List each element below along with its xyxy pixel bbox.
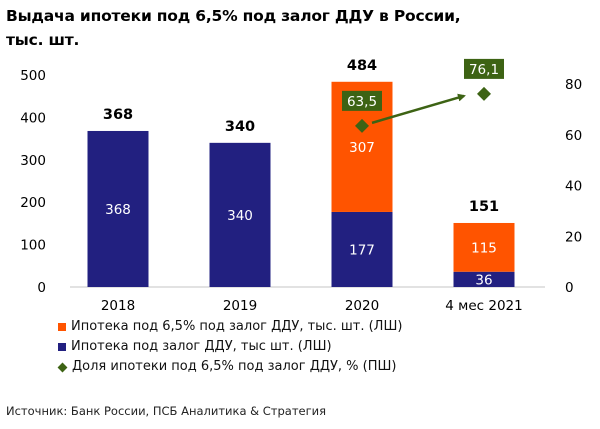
legend-item-share: Доля ипотеки под 6,5% под залог ДДУ, % (… [57,357,402,377]
x-axis-tick: 2019 [223,298,257,314]
bar-value-label-total-ddu: 340 [227,208,253,224]
left-axis-tick: 100 [20,238,46,254]
share-trend-arrow [371,93,466,125]
bar-total-ddu [453,271,515,287]
bar-total-label: 340 [225,119,255,135]
x-axis-tick: 2018 [101,298,135,314]
share-label-bg [342,90,382,111]
green-diamond-icon [57,362,68,372]
bar-total-label: 484 [347,58,377,74]
share-point [355,118,369,133]
right-axis-tick: 20 [565,229,582,245]
bar-subsidized [453,222,515,272]
share-series: 63,5 76,1 [342,58,504,133]
left-axis-tick: 300 [20,153,46,169]
x-axis-labels: 2018 2019 2020 4 мес 2021 [101,298,523,314]
right-axis-tick: 80 [565,77,582,93]
bar-total-label: 368 [103,107,133,123]
bar-value-label-total-ddu: 36 [475,272,492,288]
share-value-label: 76,1 [469,62,499,78]
legend-label: Ипотека под залог ДДУ, тыс шт. (ЛШ) [71,339,332,354]
legend-label: Доля ипотеки под 6,5% под залог ДДУ, % (… [72,359,397,374]
navy-square-icon [58,343,66,351]
x-axis-tick: 4 мес 2021 [445,298,522,314]
right-axis-tick: 60 [565,128,582,144]
bar-value-label-subsidized: 115 [471,240,497,256]
right-axis-tick: 0 [565,280,574,296]
bar-value-label-subsidized: 307 [349,140,375,156]
legend-item-subsidized: Ипотека под 6,5% под залог ДДУ, тыс. шт.… [58,317,402,337]
chart-title: Выдача ипотеки под 6,5% под залог ДДУ в … [6,7,461,49]
bar-total-ddu [331,211,393,287]
share-value-label: 63,5 [347,94,377,110]
bar-total-ddu [209,142,271,287]
legend-item-total-ddu: Ипотека под залог ДДУ, тыс шт. (ЛШ) [58,337,402,357]
bar-value-label-total-ddu: 368 [105,202,131,218]
x-axis-tick: 2020 [345,298,379,314]
bar-value-label-total-ddu: 177 [349,242,375,258]
left-axis-tick: 200 [20,195,46,211]
right-axis-tick: 40 [565,179,582,195]
left-axis-tick: 400 [20,110,46,126]
legend: Ипотека под 6,5% под залог ДДУ, тыс. шт.… [57,317,402,377]
bars: 368 368 340 340 177 307 484 36 115 151 [87,58,515,288]
share-point [477,86,491,101]
left-axis-tick: 0 [37,280,46,296]
share-label-bg [464,58,504,79]
left-axis: 0 100 200 300 400 500 [20,68,46,296]
bar-total-ddu [87,130,149,287]
left-axis-tick: 500 [20,68,46,84]
bar-total-label: 151 [469,199,499,215]
orange-square-icon [58,323,66,331]
right-axis: 0 20 40 60 80 [565,77,582,296]
source-note: Источник: Банк России, ПСБ Аналитика & С… [6,404,327,418]
legend-label: Ипотека под 6,5% под залог ДДУ, тыс. шт.… [71,319,403,334]
